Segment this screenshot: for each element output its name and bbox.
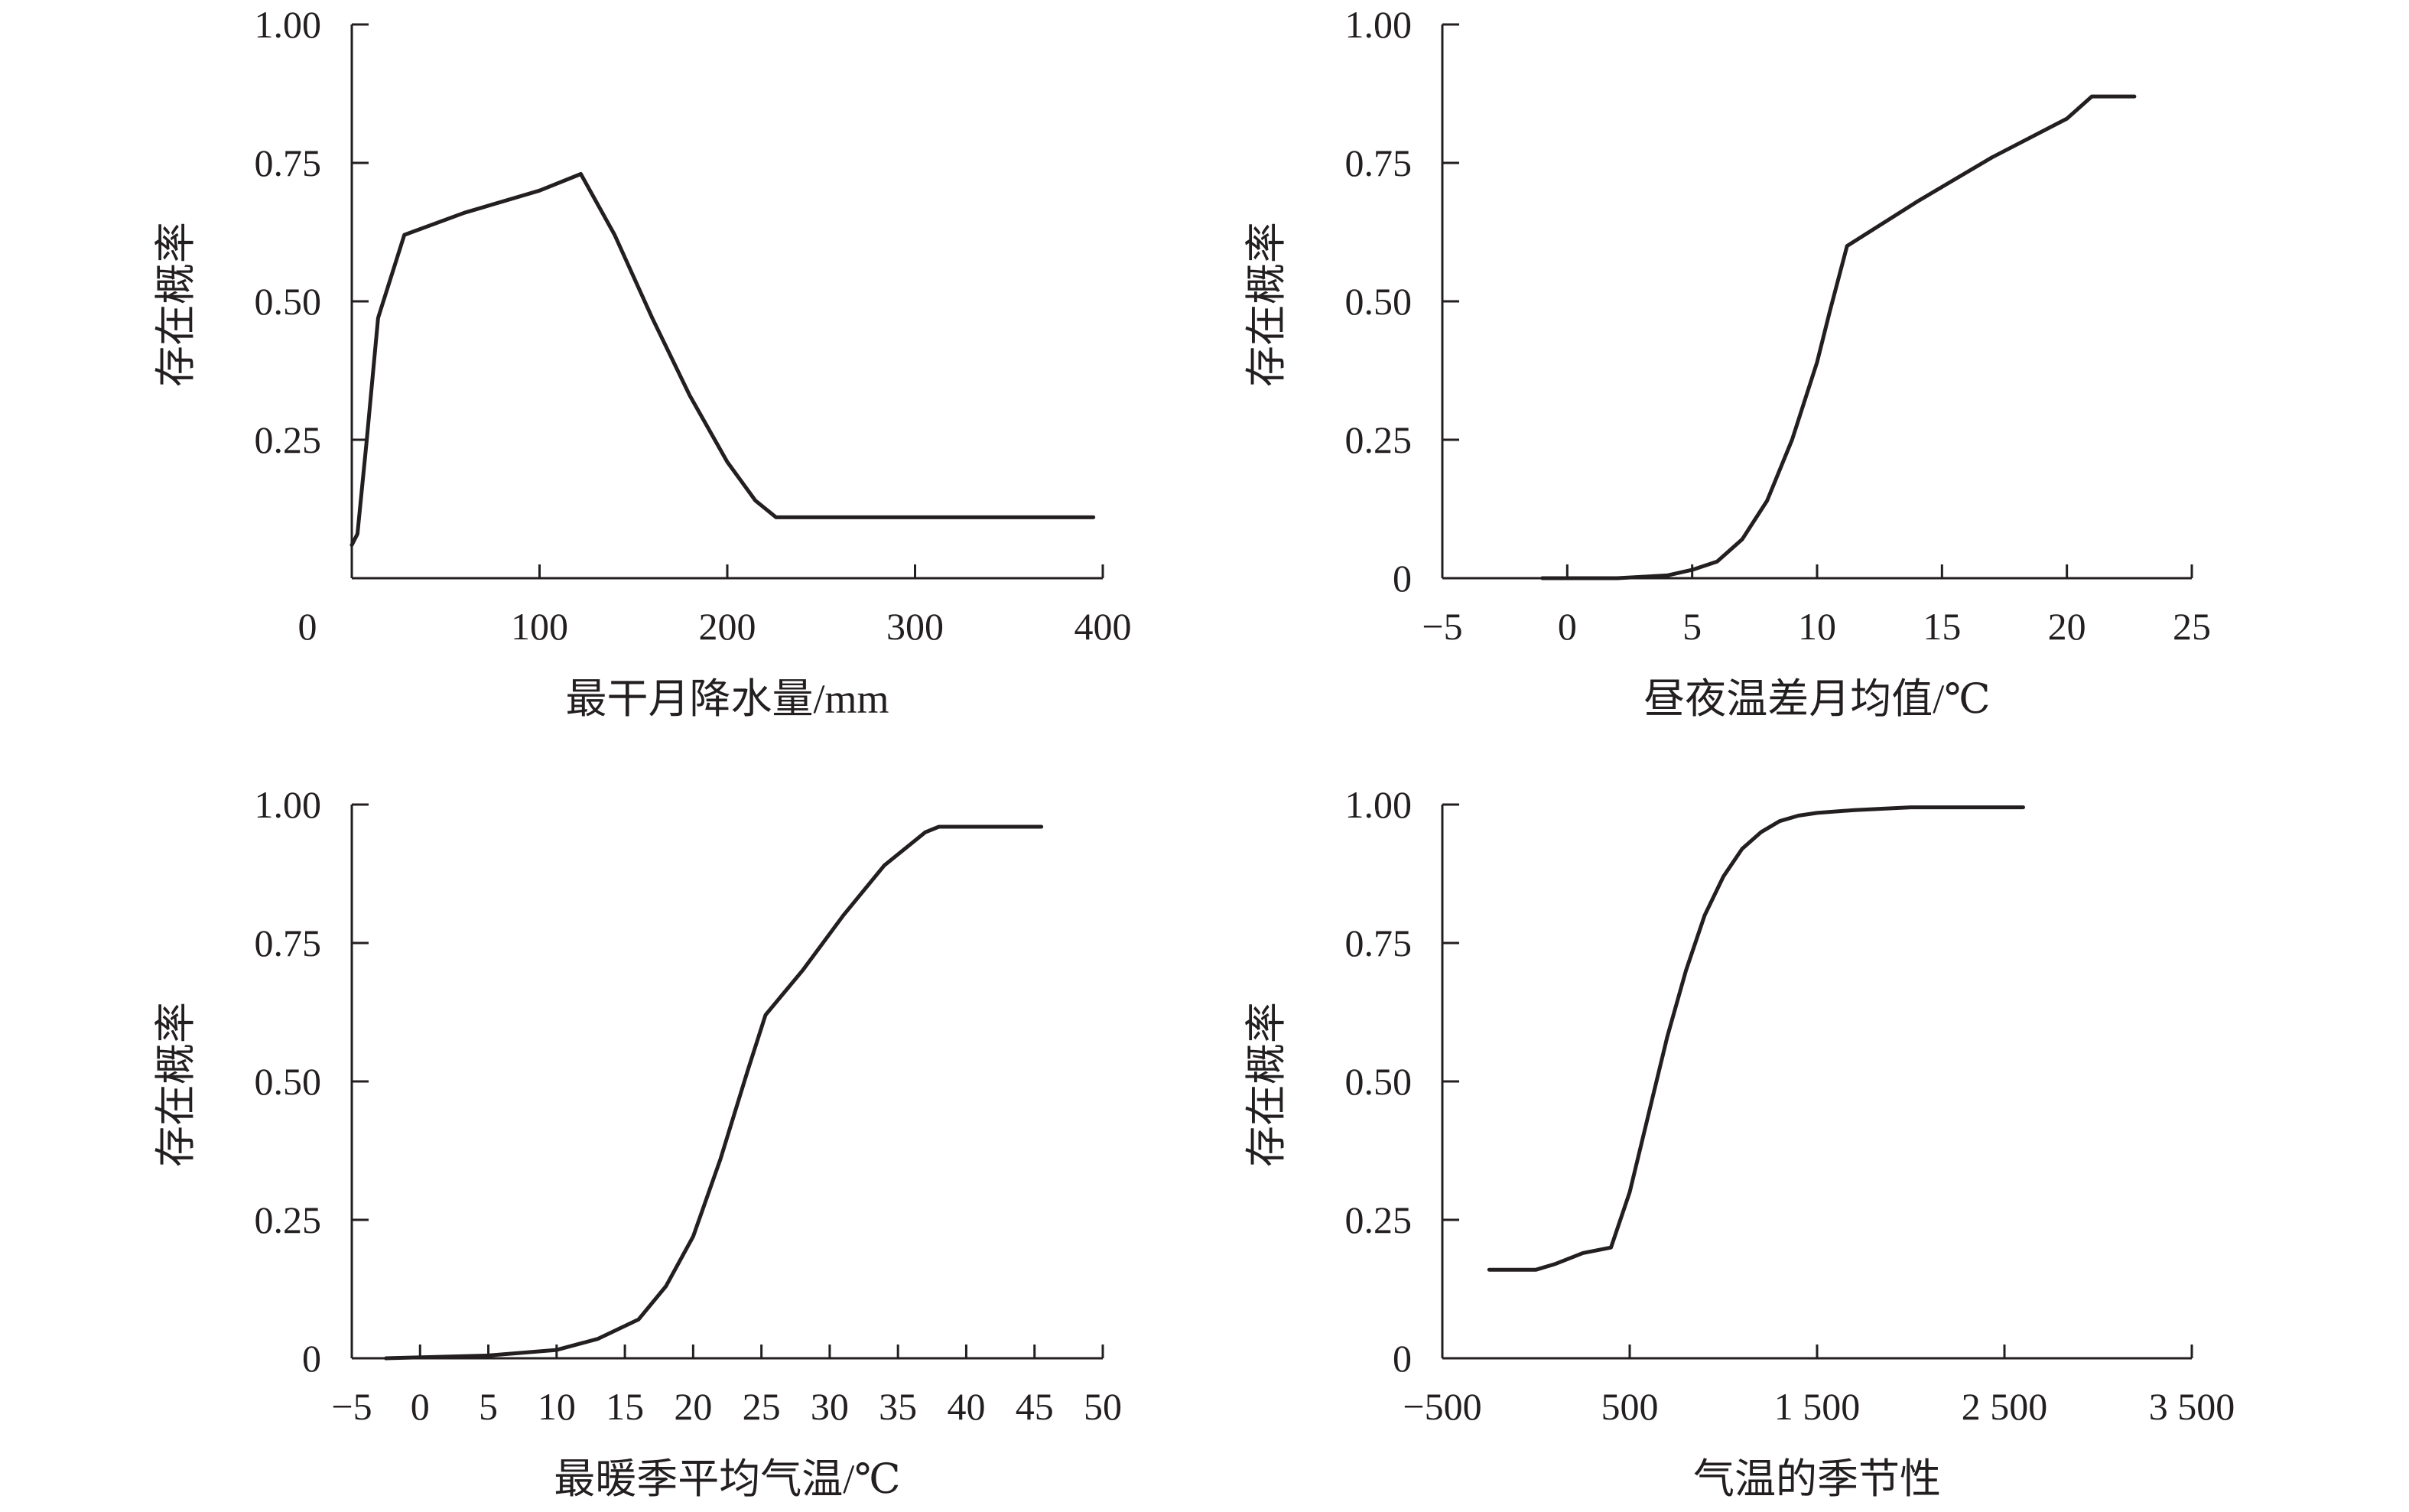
x-tick-label: 20 [674,1385,712,1428]
y-axis-title: 存在概率 [153,222,199,387]
x-tick-label: 35 [879,1385,917,1428]
x-tick-label: 30 [811,1385,849,1428]
y-tick-label: 1.00 [1345,3,1413,46]
x-tick-label: 1 500 [1774,1385,1861,1428]
x-tick-label: 20 [2048,605,2086,648]
x-tick-label: 5 [479,1385,498,1428]
x-tick-label: 15 [606,1385,644,1428]
y-tick-label: 1.00 [1345,783,1413,826]
x-tick-label: 3 500 [2149,1385,2235,1428]
x-tick-label: 50 [1084,1385,1122,1428]
y-tick-label: 0 [302,1337,321,1380]
x-tick-label: 100 [511,605,568,648]
x-tick-label: 200 [699,605,756,648]
y-axis-title: 存在概率 [1244,1002,1289,1167]
chart-panel-2: 1.000.750.500.250−5 0 5 10 15 20 25昼夜温差月均值/℃存在… [1244,3,2211,722]
y-tick-label: 0.25 [255,1198,322,1241]
x-axis-title: 气温的季节性 [1693,1456,1941,1502]
x-tick-label: 25 [743,1385,781,1428]
y-axis-title: 存在概率 [153,1002,199,1167]
series-line [349,172,1096,548]
x-tick-label: −5 [331,1385,372,1428]
x-tick-label: −500 [1403,1385,1481,1428]
y-tick-label: 1.00 [255,3,322,46]
x-tick-label: 500 [1601,1385,1659,1428]
y-tick-label: 0.75 [255,141,322,184]
x-tick-label: 0 [298,605,317,648]
y-tick-label: 0.75 [255,922,322,964]
y-axis-title: 存在概率 [1244,222,1289,387]
x-tick-label: 10 [538,1385,576,1428]
x-tick-label: −5 [1422,605,1462,648]
y-tick-label: 0.25 [1345,1198,1413,1241]
x-axis-title: 最暖季平均气温/℃ [554,1456,900,1502]
y-tick-label: 0 [1393,557,1412,600]
series-line [384,824,1044,1361]
y-tick-label: 0 [1393,1337,1412,1380]
x-tick-label: 10 [1798,605,1836,648]
x-axis-title: 最干月降水量/mm [565,676,889,722]
x-tick-label: 0 [411,1385,430,1428]
x-tick-label: 300 [886,605,944,648]
x-tick-label: 0 [1558,605,1577,648]
x-tick-label: 45 [1016,1385,1054,1428]
y-tick-label: 1.00 [255,783,322,826]
chart-panel-1: 1.00 0.75 0.50 0.25 0 100 200 300 400 最干月降水量/mm 存在… [153,3,1132,722]
x-tick-label: 5 [1682,605,1702,648]
y-tick-label: 0.75 [1345,141,1413,184]
y-tick-label: 0.50 [255,1060,322,1103]
series-line [1487,805,2025,1272]
x-tick-label: 15 [1923,605,1961,648]
y-tick-label: 0.50 [1345,1060,1413,1103]
x-tick-label: 40 [947,1385,985,1428]
y-tick-label: 0.25 [1345,418,1413,461]
chart-panel-4: 1.00 0.75 0.50 0.25 0 −500 500 1 500 2 500 3 500 气… [1244,783,2235,1502]
x-tick-label: 25 [2173,605,2211,648]
chart-panel-3: 1.000.750.500.250−5 0 5 10 15 20 25 30 35 40 45 50最… [153,783,1122,1502]
y-tick-label: 0.50 [255,280,322,323]
series-line [1540,94,2137,580]
x-tick-label: 400 [1074,605,1132,648]
x-axis-title: 昼夜温差月均值/℃ [1643,676,1990,722]
y-tick-label: 0.25 [255,418,322,461]
y-tick-label: 0.50 [1345,280,1413,323]
y-tick-label: 0.75 [1345,922,1413,964]
x-tick-label: 2 500 [1962,1385,2048,1428]
